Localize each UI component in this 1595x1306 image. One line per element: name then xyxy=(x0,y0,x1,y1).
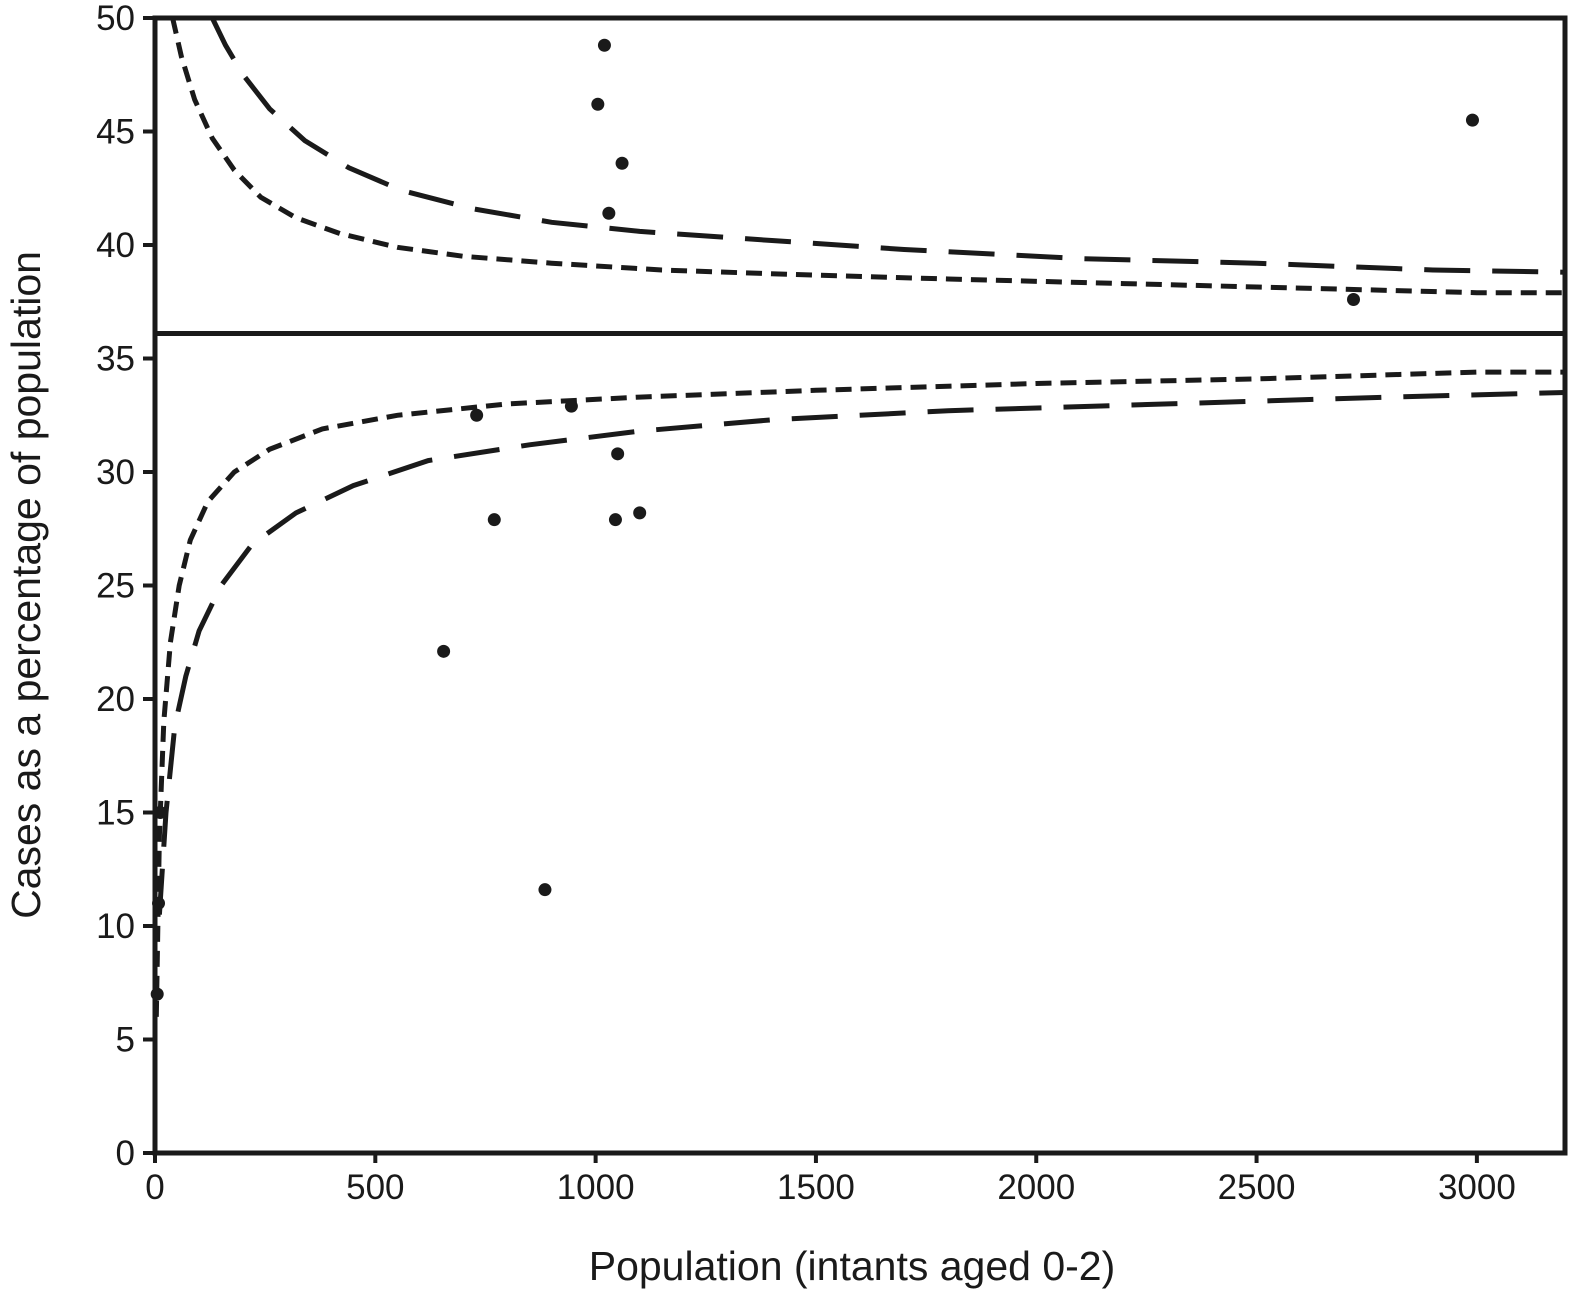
y-tick-label: 20 xyxy=(96,680,135,719)
x-tick-label: 2500 xyxy=(1218,1168,1296,1207)
y-tick-label: 50 xyxy=(96,0,135,38)
long-dash-limit-upper xyxy=(210,16,1566,275)
data-point xyxy=(611,447,625,461)
plot-frame xyxy=(152,15,1568,1156)
data-point xyxy=(602,206,616,220)
data-point xyxy=(564,399,578,413)
data-point xyxy=(615,156,629,170)
data-point xyxy=(1347,292,1360,306)
y-tick-label: 5 xyxy=(116,1021,135,1060)
y-tick-label: 35 xyxy=(96,340,135,379)
data-points xyxy=(150,38,1479,1001)
x-axis: 0 500 1000 1500 2000 2500 3000 xyxy=(145,1153,1516,1207)
y-tick-label: 45 xyxy=(96,113,135,152)
x-tick-label: 2000 xyxy=(997,1168,1075,1207)
data-point xyxy=(597,38,611,52)
x-tick-label: 1500 xyxy=(777,1168,855,1207)
data-point xyxy=(152,896,166,910)
x-axis-title: Population (intants aged 0-2) xyxy=(589,1243,1116,1289)
data-point xyxy=(633,506,647,520)
data-point xyxy=(153,806,167,819)
y-tick-label: 0 xyxy=(116,1134,135,1173)
x-tick-label: 0 xyxy=(145,1168,164,1207)
data-point xyxy=(150,987,164,1001)
data-point xyxy=(487,513,501,527)
y-tick-label: 30 xyxy=(96,453,135,492)
y-tick-label: 10 xyxy=(96,907,135,946)
x-tick-label: 3000 xyxy=(1438,1168,1516,1207)
control-limit-lines xyxy=(153,16,1566,1017)
long-dash-limit-lower xyxy=(156,390,1566,915)
data-point xyxy=(608,513,622,527)
x-tick-label: 1000 xyxy=(557,1168,635,1207)
short-dash-limit-lower xyxy=(153,369,1565,1017)
data-point xyxy=(591,97,605,111)
y-tick-label: 25 xyxy=(96,567,135,606)
y-tick-label: 15 xyxy=(96,794,135,833)
x-tick-label: 500 xyxy=(346,1168,404,1207)
data-point xyxy=(437,644,451,658)
data-point xyxy=(470,408,484,422)
y-axis-title: Cases as a percentage of population xyxy=(3,251,49,919)
short-dash-limit-upper xyxy=(170,17,1565,296)
y-axis: 0 5 10 15 20 25 30 35 40 45 50 xyxy=(96,0,155,1173)
y-tick-label: 40 xyxy=(96,226,135,265)
data-point xyxy=(1465,113,1479,127)
data-point xyxy=(538,883,552,897)
